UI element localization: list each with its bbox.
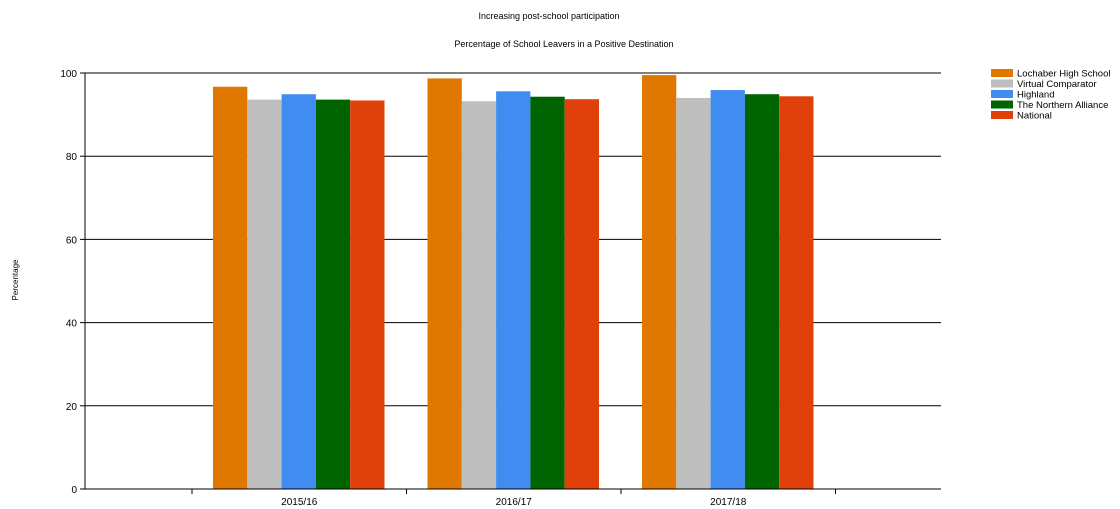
legend-label: National bbox=[1017, 111, 1052, 122]
x-tick-label: 2016/17 bbox=[496, 497, 533, 508]
bar bbox=[315, 99, 351, 490]
bars bbox=[213, 75, 814, 490]
y-axis-label: Percentage bbox=[11, 259, 20, 300]
x-tick-label: 2017/18 bbox=[710, 497, 747, 508]
bar bbox=[281, 94, 316, 489]
bar bbox=[642, 75, 677, 489]
y-tick-label: 100 bbox=[60, 69, 77, 80]
legend-label: The Northern Alliance bbox=[1017, 100, 1108, 111]
bar bbox=[744, 94, 780, 489]
bar bbox=[496, 91, 531, 489]
bar bbox=[247, 99, 282, 490]
legend-label: Lochaber High School bbox=[1017, 69, 1110, 80]
y-tick-label: 0 bbox=[71, 485, 77, 496]
bar bbox=[530, 96, 565, 489]
y-tick-label: 40 bbox=[66, 319, 78, 330]
bar bbox=[350, 100, 385, 490]
y-tick-label: 20 bbox=[66, 402, 78, 413]
bar bbox=[676, 97, 711, 490]
axes bbox=[80, 72, 941, 494]
x-tick-label: 2015/16 bbox=[281, 497, 318, 508]
legend-swatch bbox=[991, 69, 1013, 77]
legend-label: Virtual Comparator bbox=[1017, 79, 1097, 90]
bar bbox=[427, 78, 462, 490]
bar bbox=[779, 96, 814, 490]
chart-subtitle: Percentage of School Leavers in a Positi… bbox=[454, 39, 673, 49]
legend-swatch bbox=[991, 111, 1013, 119]
bar bbox=[461, 101, 497, 490]
legend-swatch bbox=[991, 79, 1013, 88]
bar bbox=[213, 86, 248, 489]
legend-swatch bbox=[991, 90, 1013, 98]
bar bbox=[564, 99, 599, 489]
y-tick-label: 60 bbox=[66, 235, 78, 246]
x-tick-labels: 2015/16 2016/17 2017/18 bbox=[281, 497, 747, 508]
y-tick-labels: 0 20 40 60 80 100 bbox=[60, 69, 77, 496]
legend-label: Highland bbox=[1017, 90, 1055, 101]
y-tick-label: 80 bbox=[66, 152, 78, 163]
bar bbox=[710, 90, 745, 489]
legend-swatch bbox=[991, 100, 1013, 109]
chart-title: Increasing post-school participation bbox=[478, 11, 619, 21]
